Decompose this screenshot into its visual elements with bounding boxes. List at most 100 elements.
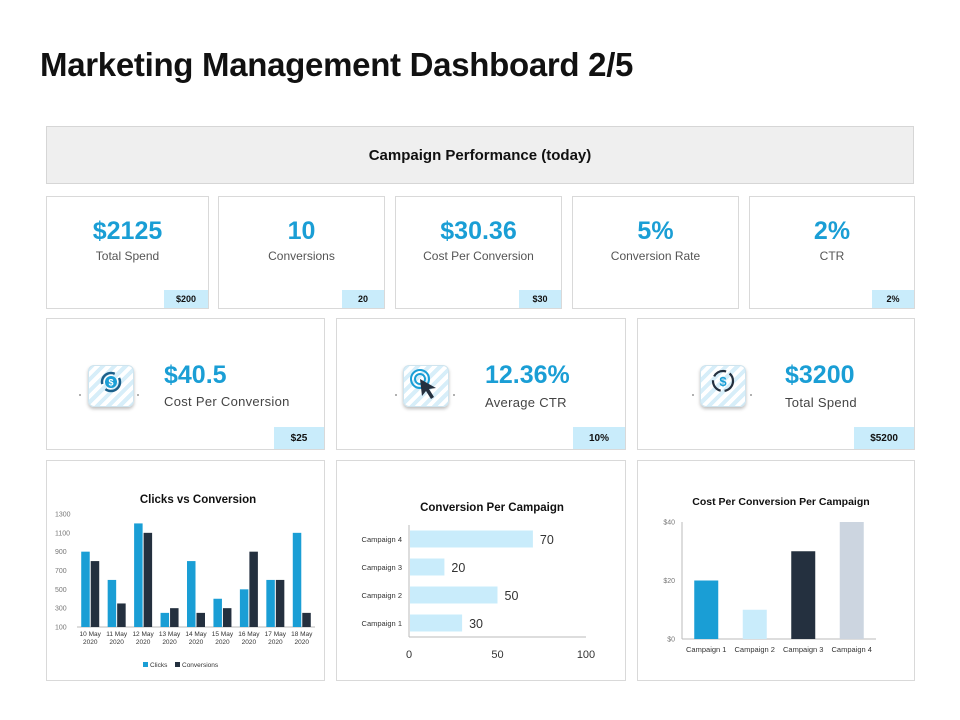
bar-clicks <box>81 551 90 627</box>
kpi-label: Total Spend <box>95 249 160 263</box>
kpi-card-conversion-rate: 5% Conversion Rate <box>572 196 739 309</box>
data-label: 70 <box>540 533 554 547</box>
y-tick-label: 300 <box>55 606 67 613</box>
bar-conversions <box>117 603 126 627</box>
svg-text:$: $ <box>108 378 113 388</box>
campaign-performance-banner: Campaign Performance (today) <box>46 126 914 184</box>
chart-title: Cost Per Conversion Per Campaign <box>692 496 869 508</box>
kpi-value: 5% <box>637 217 674 245</box>
legend-swatch <box>175 662 180 667</box>
bar-conversions <box>302 612 311 627</box>
x-tick-label: 12 May <box>132 631 154 638</box>
kpi-label: Conversions <box>268 249 335 263</box>
metric-value: $40.5 <box>164 361 227 389</box>
bar-clicks <box>187 561 196 627</box>
y-tick-label: $0 <box>667 637 675 644</box>
x-tick-label: 100 <box>577 649 595 661</box>
x-tick-label: 2020 <box>83 639 98 646</box>
kpi-card-total-spend: $2125 Total Spend $200 <box>46 196 209 309</box>
x-tick-label: 2020 <box>295 639 310 646</box>
bar-conversions <box>222 608 232 627</box>
bar <box>839 522 864 639</box>
y-tick-label: 100 <box>55 625 67 632</box>
kpi-card-cost-per-conversion: $30.36 Cost Per Conversion $30 <box>395 196 562 309</box>
kpi-label: CTR <box>819 249 845 263</box>
bar-conversions <box>90 561 100 627</box>
kpi-card-conversions: 10 Conversions 20 <box>218 196 385 309</box>
metric-tag: $25 <box>274 427 324 449</box>
conversion-per-campaign-chart: Conversion Per Campaign Campaign 4 70 Campa… <box>362 502 596 661</box>
x-tick-label: Campaign 4 <box>832 645 872 654</box>
legend-label: Conversions <box>182 662 219 669</box>
x-tick-label: 16 May <box>238 631 260 638</box>
y-tick-label: Campaign 2 <box>362 591 402 600</box>
dollar-refresh-icon: $ <box>88 365 134 407</box>
x-tick-label: 14 May <box>185 631 207 638</box>
metric-card-average-ctr: 12.36% Average CTR 10% <box>336 318 626 450</box>
clicks-vs-conversion-chart: Clicks vs Conversion 1300 1100 900 700 500 300… <box>55 494 315 669</box>
chart-title: Clicks vs Conversion <box>140 494 256 506</box>
x-tick-label: 10 May <box>80 631 102 638</box>
kpi-tag: 2% <box>872 290 914 308</box>
bar-clicks <box>134 523 143 627</box>
data-label: 30 <box>469 617 483 631</box>
cursor-click-icon <box>403 365 449 407</box>
chart-card-clicks-vs-conversion: Clicks vs Conversion 1300 1100 900 700 500 300… <box>46 460 325 681</box>
bar-clicks <box>239 589 249 627</box>
x-tick-label: 18 May <box>291 631 313 638</box>
bar-clicks <box>213 598 222 627</box>
chart-title: Conversion Per Campaign <box>420 502 564 514</box>
x-tick-label: Campaign 2 <box>735 645 775 654</box>
legend-label: Clicks <box>150 662 168 669</box>
x-tick-label: Campaign 1 <box>686 645 726 654</box>
chart-card-conversion-per-campaign: Conversion Per Campaign Campaign 4 70 Campa… <box>336 460 626 681</box>
kpi-value: 10 <box>287 217 316 245</box>
metric-card-cost-per-conversion: $ $40.5 Cost Per Conversion $25 <box>46 318 325 450</box>
x-tick-label: 17 May <box>265 631 287 638</box>
y-tick-label: Campaign 3 <box>362 563 402 572</box>
x-tick-label: Campaign 3 <box>783 645 823 654</box>
metric-tag: 10% <box>572 427 625 449</box>
kpi-label: Cost Per Conversion <box>423 249 534 263</box>
metric-label: Cost Per Conversion <box>164 394 290 409</box>
kpi-tag: 20 <box>342 290 384 308</box>
y-tick-label: Campaign 1 <box>362 619 402 628</box>
kpi-value: $30.36 <box>440 217 517 245</box>
svg-text:$: $ <box>719 374 727 389</box>
bar-clicks <box>292 532 302 627</box>
x-tick-label: 2020 <box>268 639 283 646</box>
dollar-cycle-icon: $ <box>700 365 746 407</box>
legend-swatch <box>143 662 148 667</box>
bar-clicks <box>266 579 275 627</box>
x-tick-label: 2020 <box>109 639 124 646</box>
bar <box>410 614 463 632</box>
page-title: Marketing Management Dashboard 2/5 <box>40 46 634 83</box>
bar-conversions <box>170 608 179 627</box>
bar-conversions <box>275 579 285 627</box>
x-tick-label: 11 May <box>106 631 128 638</box>
bar <box>742 609 767 639</box>
metric-card-total-spend: $ $3200 Total Spend $5200 <box>637 318 915 450</box>
x-tick-label: 0 <box>406 649 412 661</box>
x-tick-label: 15 May <box>212 631 234 638</box>
bar <box>410 586 498 604</box>
y-tick-label: 1100 <box>55 530 70 537</box>
data-label: 20 <box>451 561 465 575</box>
y-tick-label: 1300 <box>55 512 71 519</box>
banner-label: Campaign Performance (today) <box>368 146 592 164</box>
bar <box>410 530 533 548</box>
bar <box>694 580 719 639</box>
metric-label: Total Spend <box>785 395 857 410</box>
y-tick-label: 500 <box>55 587 67 594</box>
kpi-card-ctr: 2% CTR 2% <box>749 196 915 309</box>
y-tick-label: Campaign 4 <box>362 535 402 544</box>
kpi-label: Conversion Rate <box>610 249 701 263</box>
kpi-tag: $30 <box>519 290 561 308</box>
bar-clicks <box>107 579 117 627</box>
bar <box>791 551 816 639</box>
kpi-value: 2% <box>813 217 851 245</box>
cost-per-conversion-per-campaign-chart: Cost Per Conversion Per Campaign $40 $20 $0… <box>663 496 876 654</box>
kpi-tag: $200 <box>163 290 208 308</box>
y-tick-label: 900 <box>55 549 67 556</box>
data-label: 50 <box>505 589 519 603</box>
